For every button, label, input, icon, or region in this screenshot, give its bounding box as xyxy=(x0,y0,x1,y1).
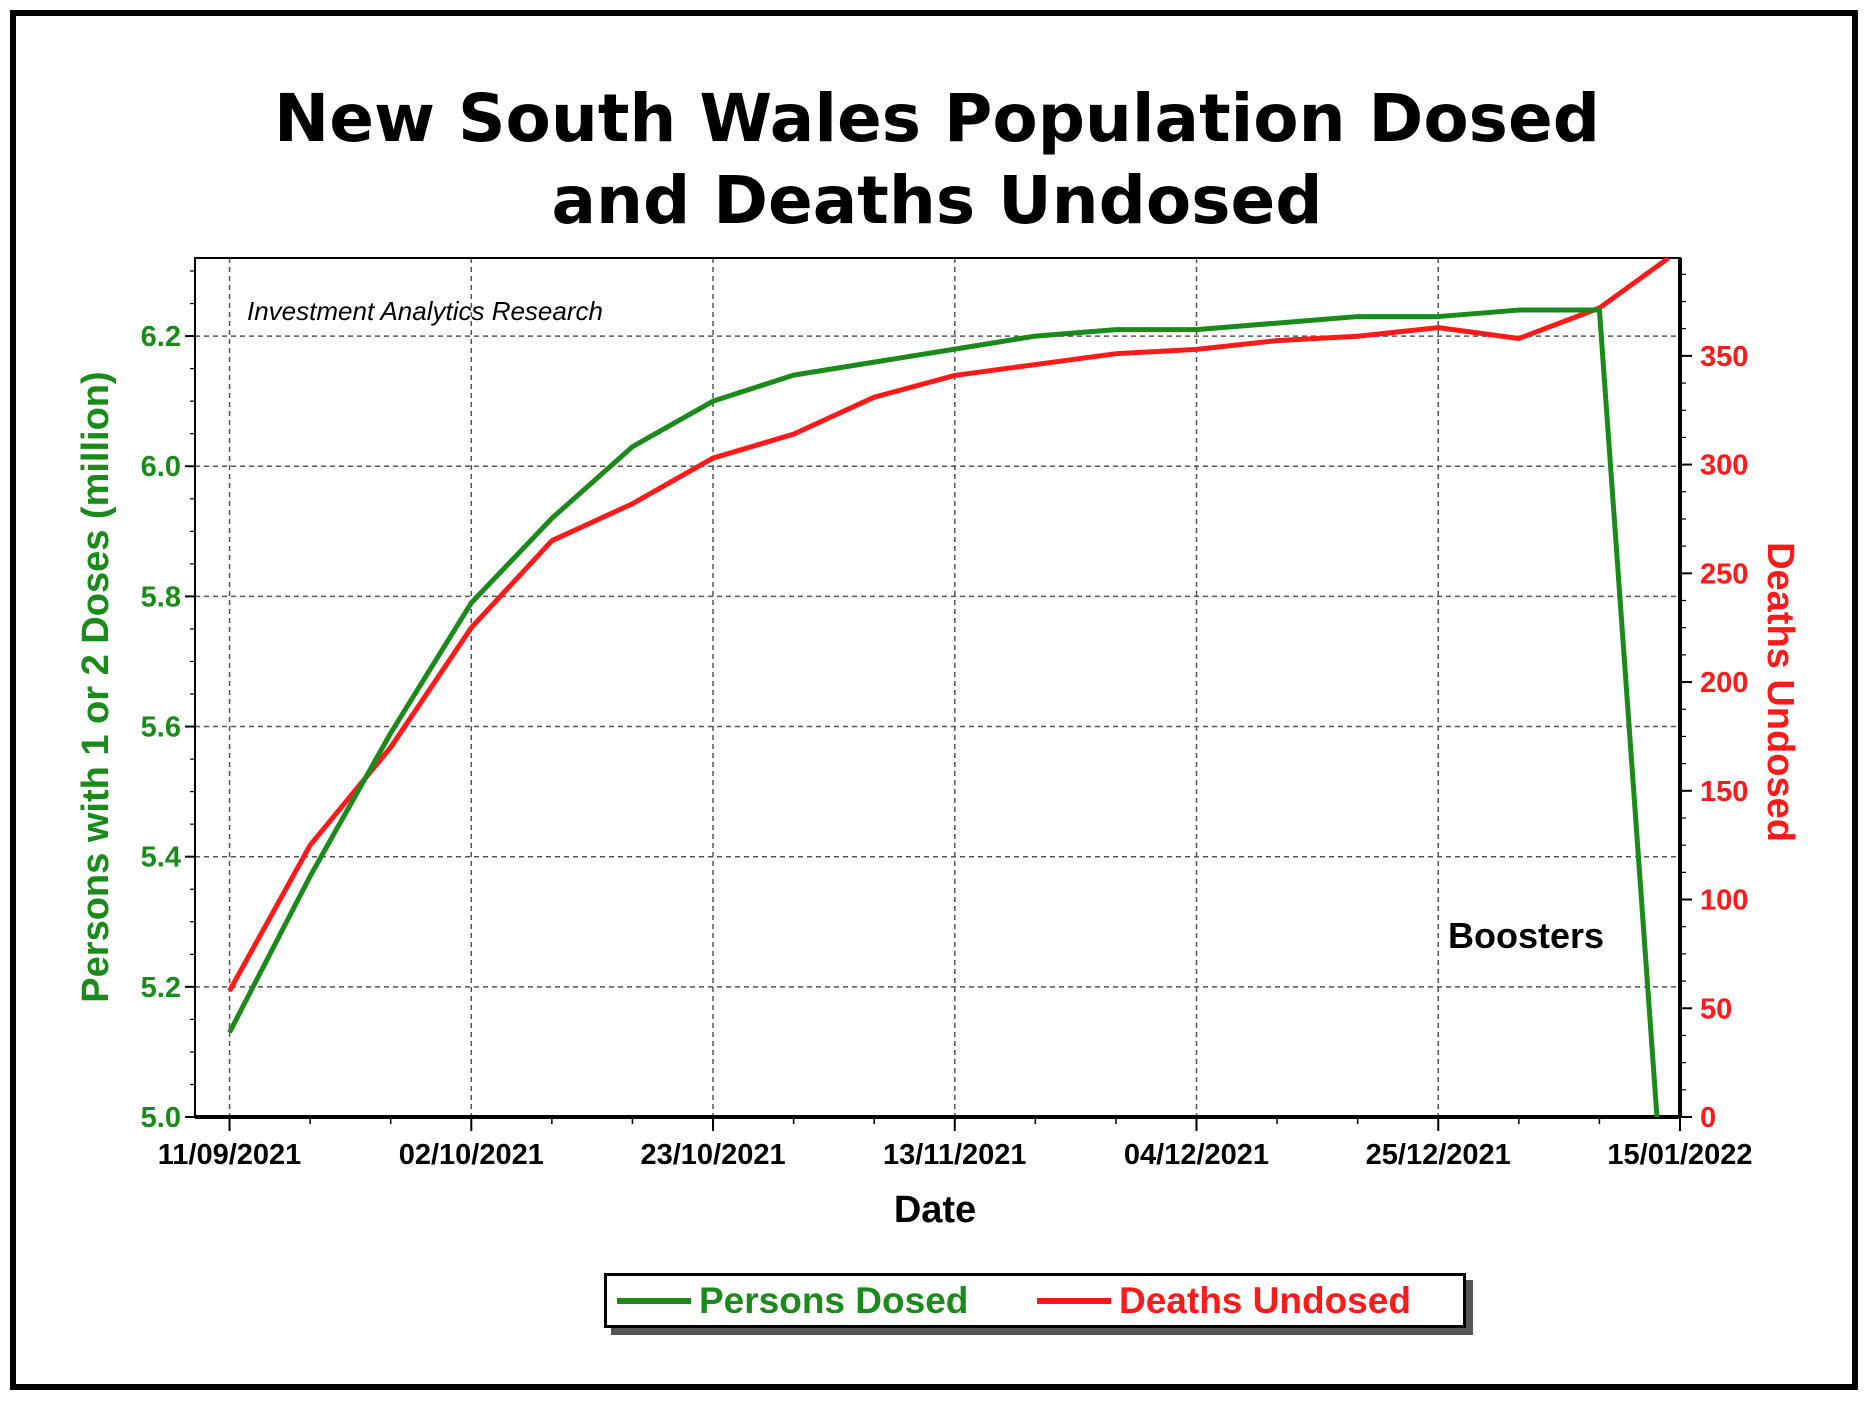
x-tick-label: 23/10/2021 xyxy=(640,1139,785,1171)
chart-title-line1: New South Wales Population Dosed xyxy=(274,80,1600,157)
labels-layer: 11/09/2021 02/10/2021 23/10/2021 13/11/2021… xyxy=(75,296,1801,1231)
legend: Persons Dosed Deaths Undosed xyxy=(604,1273,1466,1328)
y-right-tick-label: 150 xyxy=(1700,776,1748,808)
y-left-tick-label: 5.6 xyxy=(141,712,181,744)
x-tick-label: 02/10/2021 xyxy=(399,1139,544,1171)
y-left-axis-label: Persons with 1 or 2 Doses (million) xyxy=(75,371,117,1002)
y-left-tick-label: 6.0 xyxy=(141,451,181,483)
axes-layer xyxy=(185,257,1692,1131)
legend-swatch-deaths xyxy=(1037,1298,1111,1304)
y-right-tick-label: 0 xyxy=(1700,1102,1716,1134)
y-left-tick-label: 5.2 xyxy=(141,972,181,1004)
legend-item-dosed: Persons Dosed xyxy=(617,1280,968,1322)
chart-title-line2: and Deaths Undosed xyxy=(551,162,1323,239)
legend-label-deaths: Deaths Undosed xyxy=(1119,1280,1411,1321)
x-tick-label: 13/11/2021 xyxy=(883,1139,1027,1171)
y-right-axis-label: Deaths Undosed xyxy=(1759,542,1801,842)
series-line-persons-dosed xyxy=(227,307,1660,1117)
x-tick-label: 25/12/2021 xyxy=(1366,1139,1511,1171)
annotation-text: Investment Analytics Research xyxy=(247,296,603,326)
y-right-tick-label: 300 xyxy=(1700,450,1748,482)
x-tick-label: 04/12/2021 xyxy=(1124,1139,1269,1171)
x-tick-label: 15/01/2022 xyxy=(1607,1139,1752,1171)
boosters-label: Boosters xyxy=(1448,915,1604,956)
y-right-tick-label: 250 xyxy=(1700,558,1748,590)
y-right-tick-label: 100 xyxy=(1700,885,1748,917)
y-right-tick-label: 50 xyxy=(1700,993,1732,1025)
grid-layer xyxy=(195,258,1680,1117)
legend-label-dosed: Persons Dosed xyxy=(699,1280,969,1321)
legend-item-deaths: Deaths Undosed xyxy=(1037,1280,1411,1322)
y-right-tick-label: 200 xyxy=(1700,667,1748,699)
y-left-tick-label: 5.4 xyxy=(141,842,181,874)
y-left-tick-label: 5.0 xyxy=(141,1102,181,1134)
x-tick-label: 11/09/2021 xyxy=(158,1139,302,1171)
y-left-tick-label: 5.8 xyxy=(141,581,181,613)
y-left-tick-label: 6.2 xyxy=(141,321,181,353)
x-axis-label: Date xyxy=(894,1189,976,1231)
chart-frame xyxy=(10,10,1858,1390)
series-line-deaths-undosed xyxy=(227,258,1670,993)
y-right-tick-label: 350 xyxy=(1700,341,1748,373)
legend-swatch-dosed xyxy=(617,1298,691,1304)
series-layer xyxy=(227,257,1670,1118)
